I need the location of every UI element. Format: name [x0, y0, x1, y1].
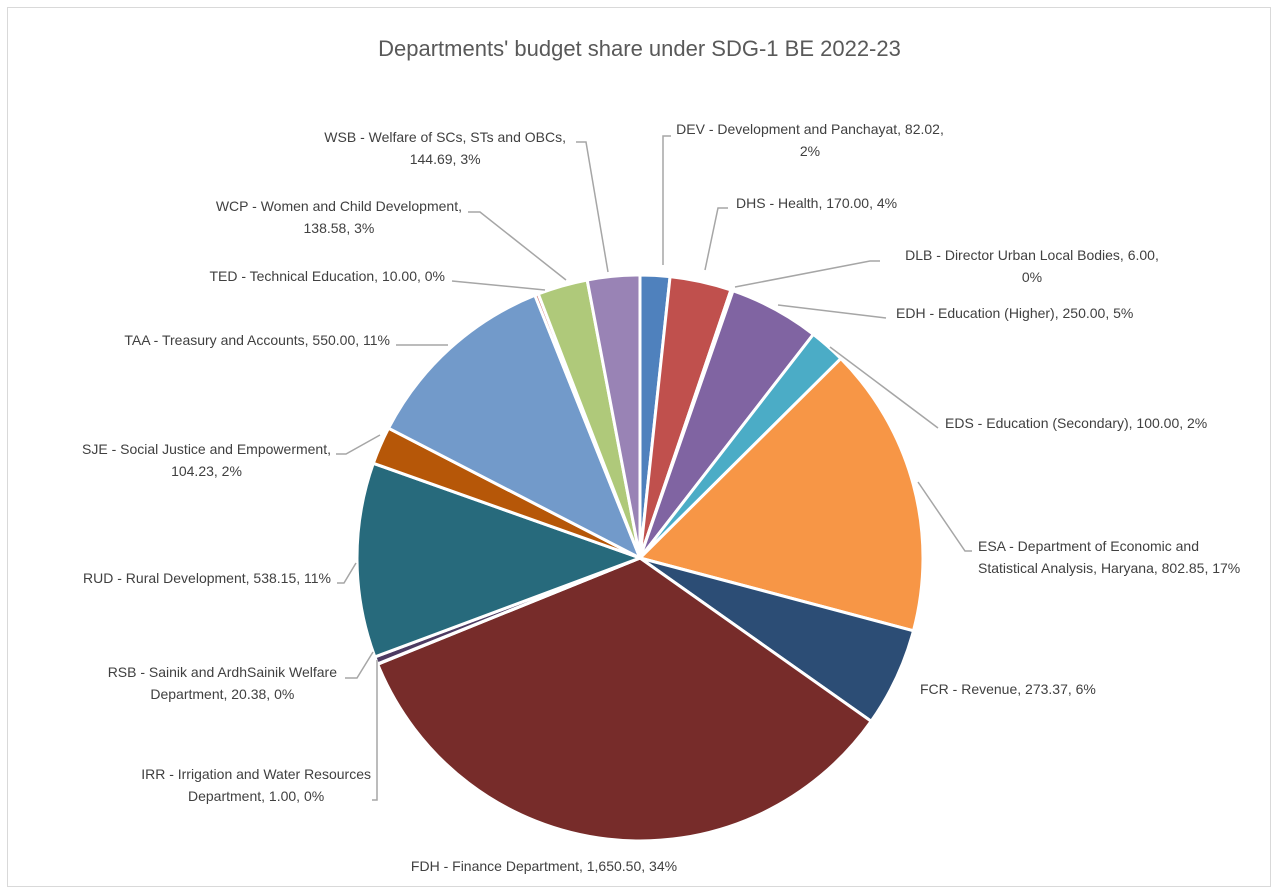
slice-data-label: IRR - Irrigation and Water Resources Depa… — [141, 766, 371, 804]
leader-line — [337, 562, 357, 584]
pie-slice — [637, 356, 925, 633]
leader-line — [451, 280, 546, 291]
slice-data-label: DEV - Development and Panchayat, 82.02, 2… — [676, 121, 944, 159]
slice-data-label: SJE - Social Justice and Empowerment, 104… — [82, 441, 331, 479]
leader-line — [336, 434, 381, 455]
leader-line — [662, 135, 671, 265]
slice-data-label: TED - Technical Education, 10.00, 0% — [209, 268, 445, 284]
leader-line — [468, 211, 567, 281]
pie-slice — [585, 273, 642, 559]
pie-slice — [375, 556, 874, 843]
slice-data-label: TAA - Treasury and Accounts, 550.00, 11% — [124, 332, 390, 348]
pie-slice — [386, 293, 643, 562]
leader-line — [704, 207, 728, 271]
leader-line — [345, 651, 374, 679]
leader-line — [576, 141, 609, 273]
pie-slice — [355, 461, 645, 659]
leader-line — [829, 346, 939, 429]
leader-line — [917, 481, 972, 552]
slice-data-label: WSB - Welfare of SCs, STs and OBCs, 144.6… — [324, 129, 566, 167]
slice-data-label: RUD - Rural Development, 538.15, 11% — [83, 570, 331, 586]
leader-line — [777, 304, 887, 319]
slice-data-label: EDH - Education (Higher), 250.00, 5% — [896, 305, 1133, 321]
slice-data-label: EDS - Education (Secondary), 100.00, 2% — [945, 415, 1207, 431]
slice-data-label: RSB - Sainik and ArdhSainik Welfare Depar… — [108, 664, 338, 702]
leader-line — [372, 660, 378, 801]
slice-data-label: DHS - Health, 170.00, 4% — [736, 195, 897, 211]
pie-slices — [355, 273, 925, 843]
slice-data-label: FCR - Revenue, 273.37, 6% — [920, 681, 1096, 697]
slice-data-label: ESA - Department of Economic and Statisti… — [978, 538, 1240, 576]
data-labels: DEV - Development and Panchayat, 82.02, 2… — [82, 121, 1240, 874]
slice-data-label: WCP - Women and Child Development, 138.58… — [216, 198, 462, 236]
chart-title: Departments' budget share under SDG-1 BE… — [378, 36, 901, 61]
slice-data-label: DLB - Director Urban Local Bodies, 6.00,… — [905, 247, 1159, 285]
leader-line — [734, 260, 880, 288]
slice-data-label: FDH - Finance Department, 1,650.50, 34% — [411, 858, 677, 874]
